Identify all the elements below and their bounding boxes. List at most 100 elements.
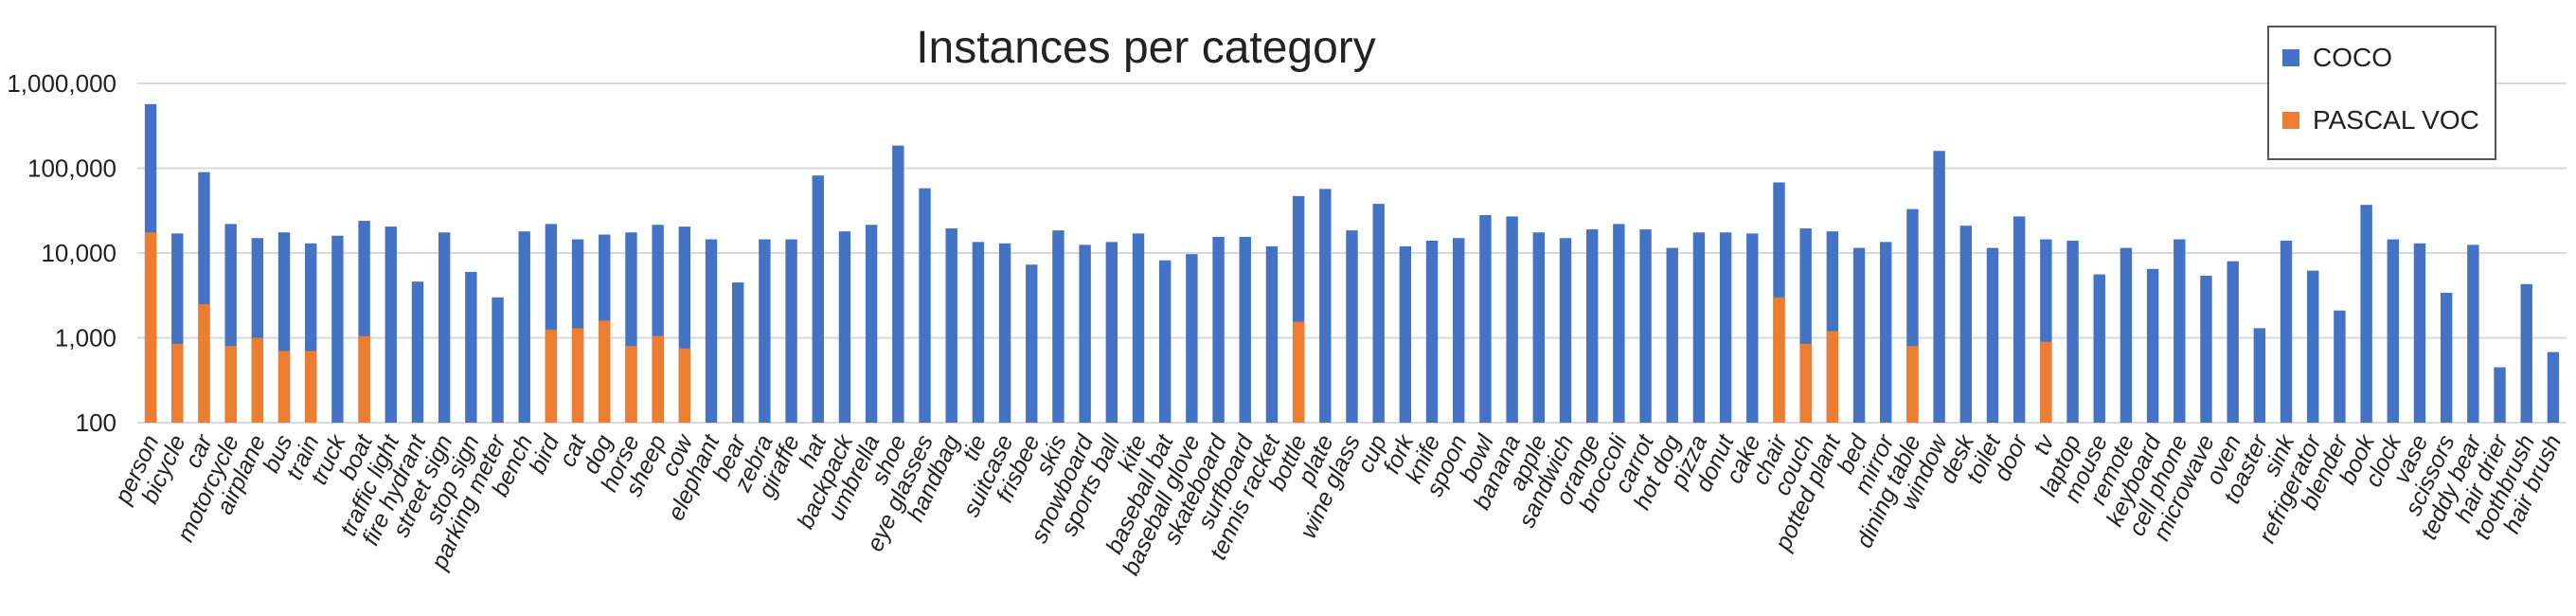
bar-coco: [1479, 214, 1492, 423]
bar-pascal-voc: [652, 335, 664, 423]
bar-coco: [1532, 232, 1546, 423]
bar-coco: [732, 282, 744, 423]
chart-title: Instances per category: [916, 23, 1376, 73]
bar-coco: [972, 242, 985, 423]
bar-coco: [2280, 240, 2293, 423]
bar-coco: [2093, 274, 2105, 423]
bar-coco: [1506, 216, 1518, 423]
bar-coco: [1666, 247, 1678, 423]
legend-swatch-pascal-voc: [2282, 112, 2299, 129]
bar-coco: [838, 231, 851, 423]
bar-coco: [2334, 310, 2346, 423]
bar-coco: [2120, 247, 2133, 423]
x-axis-ticks: personbicyclecarmotorcycleairplanebustra…: [109, 429, 2567, 579]
bar-coco: [438, 232, 451, 423]
bar-coco: [2253, 328, 2266, 423]
bar-coco: [2012, 216, 2026, 423]
bar-coco: [2494, 367, 2506, 423]
bar-coco: [2200, 275, 2212, 423]
bar-coco: [785, 239, 797, 423]
legend-label-pascal-voc: PASCAL VOC: [2313, 105, 2479, 135]
y-tick-label: 100: [76, 408, 116, 437]
bar-coco: [1372, 204, 1385, 423]
bar-coco: [865, 225, 878, 423]
bar-coco: [1453, 238, 1465, 423]
bar-pascal-voc: [545, 329, 558, 423]
bar-coco: [385, 226, 397, 423]
bar-coco: [2174, 239, 2186, 423]
bar-coco: [2387, 239, 2399, 423]
bar-coco: [1026, 264, 1038, 423]
bar-coco: [2520, 283, 2532, 423]
bar-coco: [2066, 240, 2079, 423]
bar-coco: [1959, 226, 1972, 423]
bar-pascal-voc: [599, 320, 611, 423]
bar-pascal-voc: [198, 303, 210, 423]
bar-pascal-voc: [1906, 346, 1919, 423]
y-axis-ticks: 100 1,000 10,000 100,000 1,000,000: [7, 69, 116, 437]
bar-coco: [1425, 240, 1439, 423]
bar-coco: [518, 231, 530, 423]
bar-coco: [2547, 352, 2560, 423]
bar-pascal-voc: [1292, 321, 1305, 423]
bar-coco: [1559, 238, 1572, 423]
bar-pascal-voc: [224, 346, 237, 423]
bar-coco: [1239, 236, 1251, 423]
bar-coco: [1933, 151, 1945, 423]
bar-coco: [1346, 230, 1358, 423]
bar-coco: [1158, 260, 1172, 423]
bar-coco: [812, 175, 824, 423]
legend-label-coco: COCO: [2313, 43, 2392, 72]
bar-coco: [1132, 233, 1145, 423]
bar-coco: [411, 281, 424, 423]
bar-pascal-voc: [144, 232, 157, 423]
bar-coco: [2360, 205, 2372, 423]
bar-coco: [1692, 232, 1706, 423]
bar-coco: [892, 145, 904, 423]
bar-coco: [945, 228, 957, 423]
bar-coco: [2227, 261, 2239, 423]
bar-coco: [465, 271, 477, 423]
bar-coco: [1052, 230, 1064, 423]
bar-coco: [2467, 245, 2479, 423]
legend-box: [2267, 26, 2496, 160]
bar-pascal-voc: [1826, 331, 1839, 423]
bar-coco: [1319, 189, 1332, 423]
bar-pascal-voc: [625, 346, 637, 423]
bar-coco: [759, 239, 771, 423]
bar-coco: [1105, 242, 1118, 423]
bar-pascal-voc: [571, 328, 584, 423]
legend-swatch-coco: [2282, 49, 2299, 66]
y-tick-label: 100,000: [27, 154, 116, 183]
bar-pascal-voc: [1773, 297, 1785, 423]
bar-pascal-voc: [251, 337, 264, 423]
bar-pascal-voc: [1799, 343, 1812, 423]
y-tick-label: 1,000,000: [7, 69, 116, 98]
bar-pascal-voc: [2040, 341, 2052, 423]
bar-coco: [1399, 245, 1412, 423]
bar-coco: [705, 239, 718, 423]
bar-coco: [1265, 245, 1279, 423]
bar-coco: [492, 297, 504, 423]
bar-coco: [1585, 229, 1599, 423]
bar-coco: [2307, 270, 2319, 423]
bar-pascal-voc: [305, 351, 317, 423]
bar-coco: [1613, 224, 1625, 423]
bar-coco: [1186, 254, 1198, 423]
bar-coco: [1746, 233, 1759, 423]
bar-coco: [1986, 247, 1999, 423]
bar-coco: [2146, 268, 2159, 423]
bar-coco: [1719, 232, 1732, 423]
bar-pascal-voc: [277, 351, 291, 423]
bar-pascal-voc: [678, 348, 691, 423]
bar-coco: [1852, 247, 1866, 423]
bar-coco: [331, 235, 344, 423]
bar-coco: [998, 243, 1011, 423]
bar-coco: [919, 188, 931, 423]
bar-coco: [1880, 242, 1892, 423]
bar-coco: [2413, 243, 2426, 423]
bar-pascal-voc: [358, 335, 370, 423]
bar-coco: [2440, 292, 2453, 423]
y-tick-label: 10,000: [41, 239, 116, 267]
